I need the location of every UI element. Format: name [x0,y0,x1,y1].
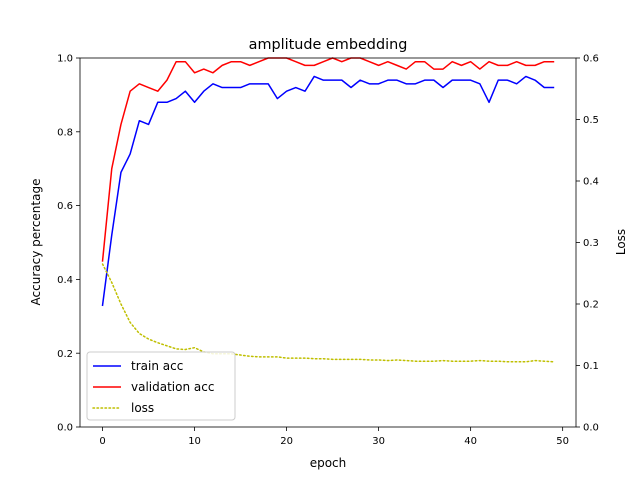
y-tick-label: 0.6 [57,201,73,212]
chart-title: amplitude embedding [249,37,408,53]
x-axis-label: epoch [310,456,347,470]
legend-label-2: validation acc [131,380,214,394]
y2-tick-label: 0.3 [583,238,599,249]
x-tick-label: 0 [99,436,105,447]
x-tick-label: 50 [556,436,569,447]
series-line-1 [101,75,555,307]
series-line-3 [101,263,555,363]
y-tick-label: 1.0 [57,54,73,65]
y-tick-label: 0.2 [57,349,73,360]
x-tick-label: 40 [464,436,477,447]
legend-label-1: train acc [131,359,183,373]
legend-box [86,351,236,421]
y-tick-label: 0.0 [57,423,73,434]
y2-tick-label: 0.1 [583,361,599,372]
x-tick-label: 20 [280,436,293,447]
y2-tick-label: 0.5 [583,115,599,126]
legend: train acc validation acc loss [86,351,236,421]
y2-tick-label: 0.4 [583,177,599,188]
y2-axis-label: Loss [614,229,628,255]
y-tick-label: 0.8 [57,127,73,138]
legend-label-3: loss [131,401,154,415]
x-tick-label: 30 [372,436,385,447]
y-tick-label: 0.4 [57,275,73,286]
y2-tick-label: 0.0 [583,423,599,434]
y2-tick-label: 0.2 [583,300,599,311]
y2-tick-label: 0.6 [583,54,599,65]
x-tick-label: 10 [188,436,201,447]
y-axis-label: Accuracy percentage [29,179,43,306]
series-line-2 [101,57,555,262]
series-layer [101,57,555,363]
ticks-layer: 0 10 20 30 40 50 0.0 0.2 0.4 0.6 0.8 1.0 0.0 0.1 0.2 0.… [57,54,599,447]
